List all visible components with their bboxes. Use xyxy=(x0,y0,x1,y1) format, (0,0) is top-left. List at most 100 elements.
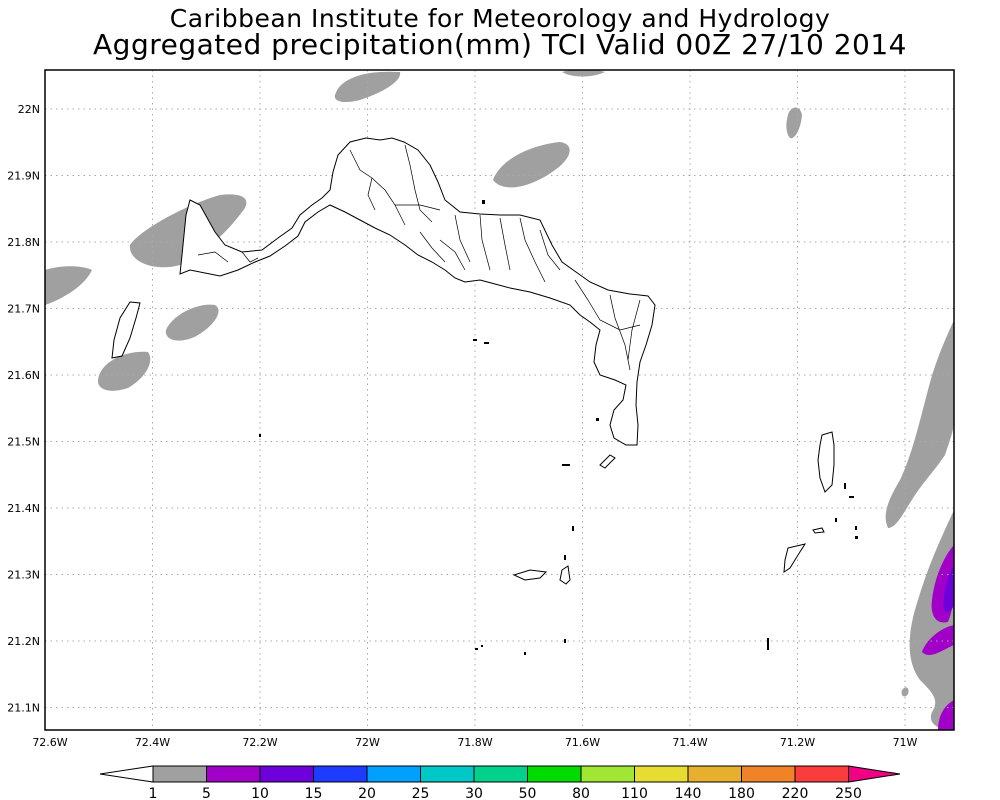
colorbar-label: 140 xyxy=(675,786,702,800)
east-cay xyxy=(512,569,548,581)
islets xyxy=(259,200,858,655)
boundary-line xyxy=(419,231,466,271)
lon-tick-label: 71W xyxy=(893,736,918,749)
colorbar-segment xyxy=(152,765,207,783)
precip-area xyxy=(786,107,802,139)
boundary-line xyxy=(197,251,259,263)
islet xyxy=(475,648,478,650)
colorbar-segment xyxy=(527,765,582,783)
lat-tick-label: 21.6N xyxy=(7,369,40,382)
islet xyxy=(482,200,485,204)
colorbar-segment xyxy=(634,765,689,783)
colorbar-segment xyxy=(206,765,261,783)
islet xyxy=(473,339,477,341)
colorbar-segment xyxy=(580,765,635,783)
islet xyxy=(524,652,526,655)
precip-area xyxy=(922,625,954,655)
islet xyxy=(855,536,858,539)
precip-area xyxy=(562,70,605,77)
islet xyxy=(855,526,857,530)
latitude-labels: 22N 21.9N 21.8N 21.7N 21.6N 21.5N 21.4N 21.3N 21… xyxy=(7,103,40,715)
colorbar-segment xyxy=(420,765,475,783)
lon-tick-label: 72.4W xyxy=(135,736,170,749)
lon-tick-label: 72W xyxy=(355,736,380,749)
islet xyxy=(564,555,566,560)
lat-tick-label: 21.4N xyxy=(7,502,40,515)
colorbar-label: 80 xyxy=(572,786,590,800)
colorbar-low-arrow xyxy=(99,765,154,783)
small-cay xyxy=(812,527,825,534)
colorbar: 1 5 10 15 20 25 30 50 80 110 140 180 220 250 xyxy=(99,765,901,800)
islet xyxy=(835,518,837,522)
colorbar-label: 220 xyxy=(782,786,809,800)
colorbar-label: 250 xyxy=(835,786,862,800)
salt-cay xyxy=(783,543,807,573)
precip-area xyxy=(493,142,570,188)
colorbar-label: 110 xyxy=(621,786,648,800)
colorbar-high-arrow xyxy=(848,765,901,783)
lat-tick-label: 21.8N xyxy=(7,236,40,249)
islet xyxy=(481,645,483,647)
islet xyxy=(562,464,570,466)
boundary-line xyxy=(349,149,441,226)
islet xyxy=(596,418,599,421)
colorbar-label: 180 xyxy=(728,786,755,800)
lon-tick-label: 72.2W xyxy=(242,736,277,749)
lon-tick-label: 71.2W xyxy=(780,736,815,749)
title-line-1: Caribbean Institute for Meteorology and … xyxy=(169,4,831,33)
boundary-line xyxy=(574,279,641,371)
north-caicos-chain xyxy=(179,137,656,446)
colorbar-segment xyxy=(741,765,796,783)
islet xyxy=(572,526,574,531)
lon-tick-label: 71.6W xyxy=(565,736,600,749)
lat-tick-label: 21.5N xyxy=(7,436,40,449)
precip-area xyxy=(938,700,954,730)
colorbar-label: 25 xyxy=(412,786,430,800)
islet xyxy=(844,483,846,489)
district-boundaries xyxy=(197,144,641,371)
colorbar-label: 20 xyxy=(358,786,376,800)
precip-area xyxy=(943,565,954,613)
colorbar-segment xyxy=(259,765,314,783)
lat-tick-label: 22N xyxy=(18,103,40,116)
colorbar-label: 50 xyxy=(519,786,537,800)
colorbar-label: 5 xyxy=(202,786,211,800)
boundary-line xyxy=(404,144,491,271)
precipitation-layer xyxy=(45,70,954,730)
colorbar-label: 15 xyxy=(305,786,323,800)
lon-tick-label: 71.4W xyxy=(672,736,707,749)
title-line-2: Aggregated precipitation(mm) TCI Valid 0… xyxy=(93,28,907,61)
lat-tick-label: 21.7N xyxy=(7,303,40,316)
lat-tick-label: 21.2N xyxy=(7,635,40,648)
islet xyxy=(564,639,566,643)
colorbar-label: 30 xyxy=(465,786,483,800)
colorbar-segment xyxy=(366,765,421,783)
colorbar-segment xyxy=(794,765,849,783)
colorbar-label: 10 xyxy=(251,786,269,800)
ambergris-cay xyxy=(599,454,616,469)
precip-area xyxy=(165,304,219,341)
colorbar-segment xyxy=(313,765,368,783)
lon-tick-label: 72.6W xyxy=(32,736,67,749)
lat-tick-label: 21.9N xyxy=(7,170,40,183)
colorbar-segment xyxy=(473,765,528,783)
precip-area xyxy=(45,266,92,305)
islet xyxy=(484,342,489,344)
precip-area xyxy=(885,320,954,528)
lon-tick-label: 71.8W xyxy=(457,736,492,749)
precip-area xyxy=(97,351,151,391)
colorbar-label: 1 xyxy=(149,786,158,800)
boundary-line xyxy=(499,217,561,283)
west-caicos xyxy=(111,301,141,359)
longitude-labels: 72.6W 72.4W 72.2W 72W 71.8W 71.6W 71.4W 71.2W 71… xyxy=(32,736,917,749)
grand-turk xyxy=(817,431,835,493)
grid-lines xyxy=(45,70,954,730)
lat-tick-label: 21.3N xyxy=(7,569,40,582)
islet xyxy=(767,638,769,650)
islet xyxy=(849,496,854,498)
islet xyxy=(259,434,261,437)
long-cay xyxy=(559,565,571,585)
plot-frame xyxy=(44,69,955,731)
lat-tick-label: 21.1N xyxy=(7,702,40,715)
